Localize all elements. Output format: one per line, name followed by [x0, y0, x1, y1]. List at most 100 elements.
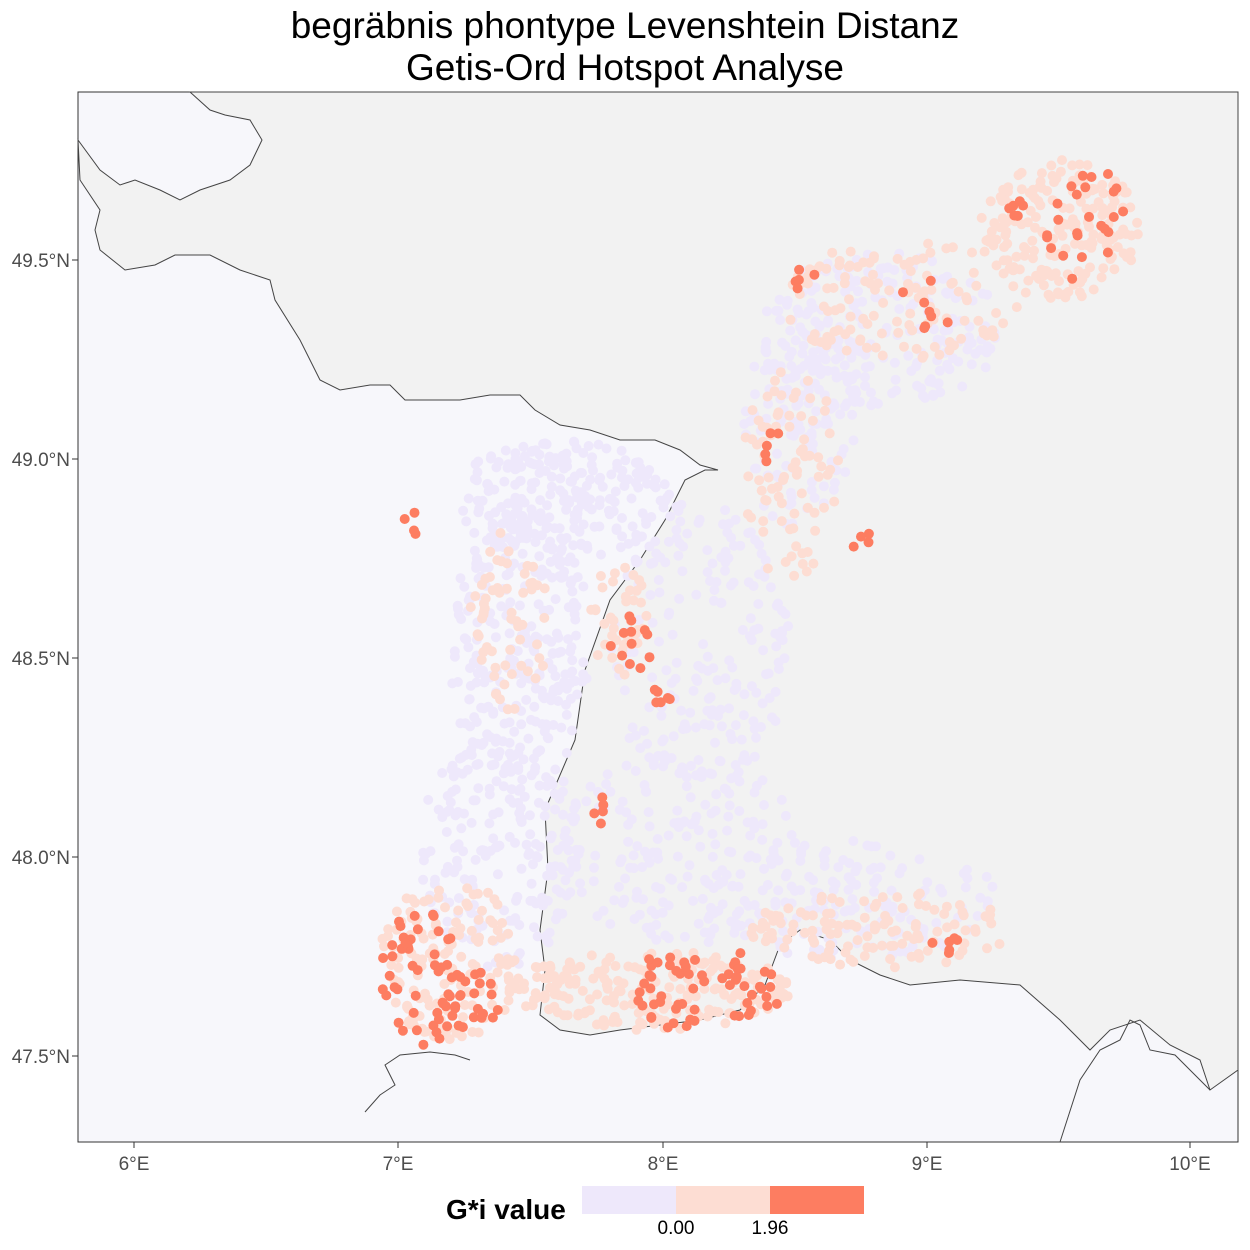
- location-point: [617, 650, 628, 661]
- location-point: [623, 836, 634, 847]
- location-point: [563, 835, 574, 846]
- location-point: [708, 963, 718, 974]
- location-point: [805, 393, 816, 404]
- location-point: [549, 1001, 560, 1012]
- location-point: [736, 734, 747, 745]
- location-point: [529, 922, 539, 933]
- location-point: [567, 655, 578, 666]
- location-point: [455, 718, 466, 729]
- location-point: [412, 924, 423, 935]
- location-point: [731, 971, 742, 982]
- location-point: [527, 577, 538, 588]
- location-point: [792, 283, 803, 294]
- location-point: [829, 496, 840, 507]
- location-point: [762, 879, 773, 890]
- location-point: [776, 794, 787, 805]
- location-point: [809, 887, 820, 898]
- location-point: [384, 970, 395, 981]
- location-point: [761, 347, 772, 358]
- location-point: [533, 797, 544, 808]
- location-point: [621, 596, 632, 607]
- location-point: [465, 680, 476, 691]
- location-point: [390, 997, 401, 1008]
- location-point: [932, 926, 943, 937]
- location-point: [474, 503, 485, 514]
- location-point: [745, 416, 756, 427]
- location-point: [748, 716, 759, 727]
- location-point: [1108, 186, 1119, 197]
- location-point: [447, 678, 458, 689]
- location-point: [539, 993, 550, 1004]
- location-point: [423, 794, 434, 805]
- location-point: [619, 1000, 630, 1011]
- location-point: [475, 967, 486, 978]
- location-point: [859, 912, 870, 923]
- location-point: [495, 932, 506, 943]
- location-point: [595, 571, 606, 581]
- location-point: [674, 593, 685, 604]
- location-point: [509, 726, 520, 737]
- location-point: [962, 295, 972, 306]
- location-point: [521, 533, 532, 544]
- location-point: [378, 953, 389, 963]
- y-tick-label: 48.0°N: [12, 848, 70, 869]
- location-point: [459, 808, 469, 819]
- location-point: [583, 441, 594, 451]
- location-point: [735, 948, 746, 959]
- location-point: [562, 461, 573, 472]
- location-point: [774, 974, 785, 985]
- location-point: [751, 853, 762, 864]
- location-point: [991, 234, 1002, 245]
- location-point: [495, 528, 506, 538]
- location-point: [751, 687, 762, 698]
- location-point: [717, 865, 728, 876]
- location-point: [729, 1010, 740, 1021]
- location-point: [538, 660, 548, 671]
- y-tick-label: 48.5°N: [12, 649, 70, 670]
- location-point: [726, 847, 737, 858]
- location-point: [1053, 287, 1063, 298]
- location-point: [588, 973, 599, 984]
- location-point: [489, 484, 500, 495]
- location-point: [490, 662, 501, 673]
- location-point: [912, 929, 923, 940]
- location-point: [694, 514, 705, 525]
- location-point: [780, 557, 791, 567]
- location-point: [524, 635, 534, 646]
- location-point: [646, 1012, 657, 1023]
- location-point: [526, 484, 537, 495]
- location-point: [455, 990, 465, 1001]
- location-point: [647, 672, 658, 683]
- location-point: [688, 895, 698, 906]
- location-point: [655, 495, 666, 506]
- location-point: [555, 473, 566, 484]
- location-point: [690, 954, 700, 965]
- location-point: [541, 522, 552, 533]
- location-point: [492, 1005, 503, 1015]
- location-point: [784, 421, 795, 432]
- location-point: [601, 980, 612, 991]
- location-point: [759, 800, 769, 810]
- location-point: [941, 957, 952, 968]
- location-point: [648, 760, 659, 771]
- location-point: [447, 1010, 458, 1021]
- location-point: [987, 881, 998, 892]
- location-point: [699, 927, 710, 938]
- location-point: [803, 385, 814, 396]
- location-point: [691, 673, 701, 684]
- location-point: [418, 874, 429, 885]
- location-point: [644, 857, 655, 868]
- location-point: [830, 354, 841, 365]
- location-point: [822, 469, 833, 480]
- location-point: [767, 712, 777, 723]
- location-point: [473, 783, 484, 794]
- location-point: [465, 602, 476, 613]
- x-tick-label: 8°E: [648, 1154, 679, 1175]
- location-point: [626, 638, 637, 649]
- location-point: [639, 725, 649, 736]
- location-point: [450, 1003, 461, 1014]
- location-point: [941, 287, 951, 298]
- location-point: [933, 378, 944, 389]
- legend-swatch-high: [770, 1186, 864, 1214]
- location-point: [895, 946, 906, 957]
